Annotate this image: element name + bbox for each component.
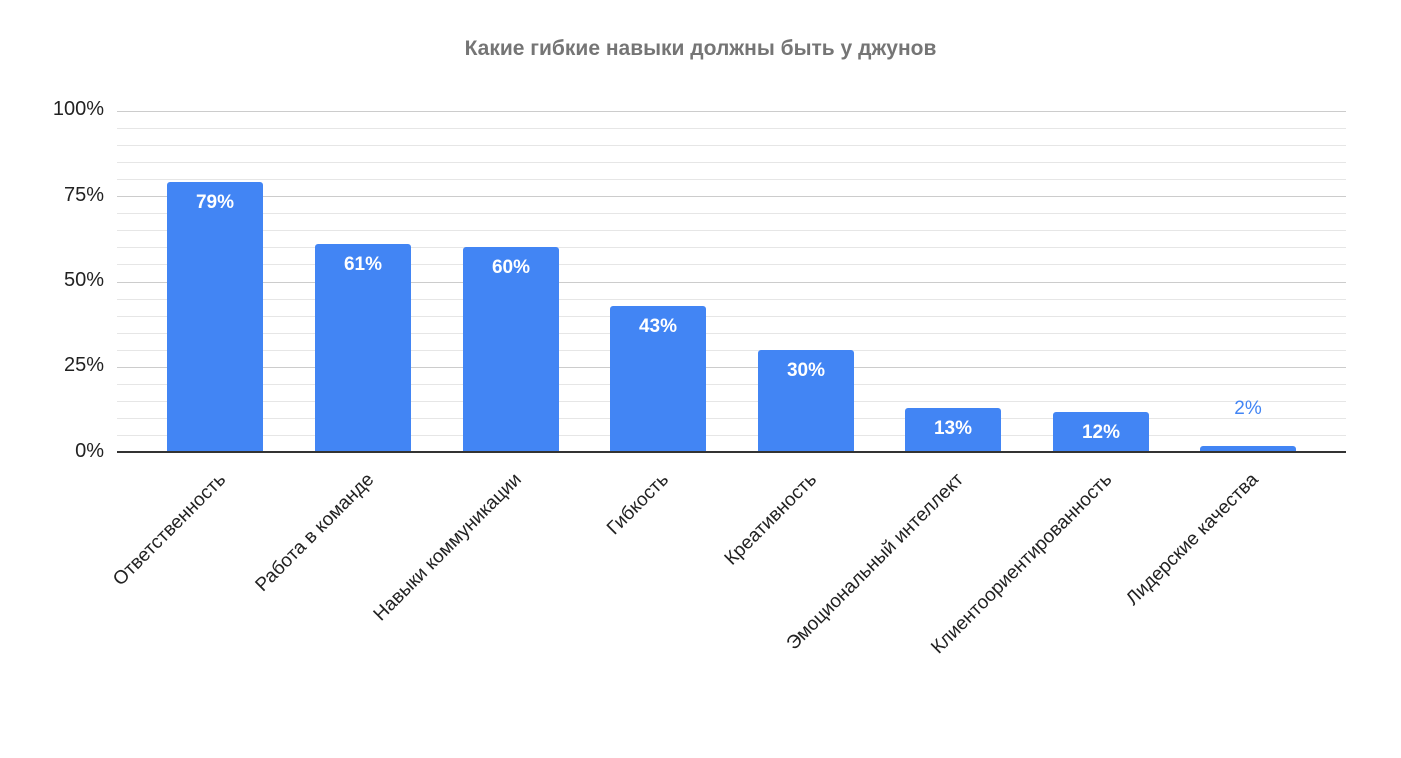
bar-value-label: 61% [343,254,383,275]
x-label-4: Креативность [720,469,822,570]
x-label-3: Гибкость [603,469,674,540]
bar-2[interactable] [463,247,559,452]
bar-value-label: 2% [1234,398,1262,419]
bar-5[interactable] [905,408,1001,452]
gridline [117,162,1346,163]
bar-value-label: 43% [638,316,678,337]
bar-value-label: 12% [1081,422,1121,443]
gridline [117,111,1346,112]
gridline [117,128,1346,129]
y-tick-100: 100% [52,98,104,120]
gridline [117,367,1346,368]
gridline [117,418,1346,419]
bar-6[interactable] [1053,412,1149,452]
gridline [117,316,1346,317]
y-tick-50: 50% [63,269,104,291]
gridline [117,401,1346,402]
y-tick-75: 75% [63,184,104,206]
x-label-5: Эмоциональный интеллект [782,469,969,655]
bar-1[interactable] [315,244,411,452]
x-label-0: Ответственность [109,469,231,591]
gridline [117,333,1346,334]
gridline [117,247,1346,248]
bar-4[interactable] [758,350,854,452]
x-label-7: Лидерские качества [1122,469,1264,610]
gridline [117,350,1346,351]
y-tick-25: 25% [63,354,104,376]
gridline [117,264,1346,265]
gridline [117,435,1346,436]
bar-value-label: 13% [933,418,973,439]
gridline [117,145,1346,146]
bar-0[interactable] [167,182,263,452]
gridline [117,213,1346,214]
gridline [117,196,1346,197]
gridline [117,282,1346,283]
bar-value-label: 79% [195,192,235,213]
gridline [117,179,1346,180]
bar-value-label: 30% [786,360,826,381]
gridline [117,299,1346,300]
bar-7[interactable] [1200,446,1296,452]
gridline [117,230,1346,231]
x-label-2: Навыки коммуникации [370,469,527,626]
gridline [117,384,1346,385]
y-tick-0: 0% [75,440,104,462]
bar-value-label: 60% [491,257,531,278]
x-label-1: Работа в команде [251,469,379,596]
bar-3[interactable] [610,306,706,452]
chart-title: Какие гибкие навыки должны быть у джунов [464,37,937,60]
x-axis-line [117,451,1346,453]
